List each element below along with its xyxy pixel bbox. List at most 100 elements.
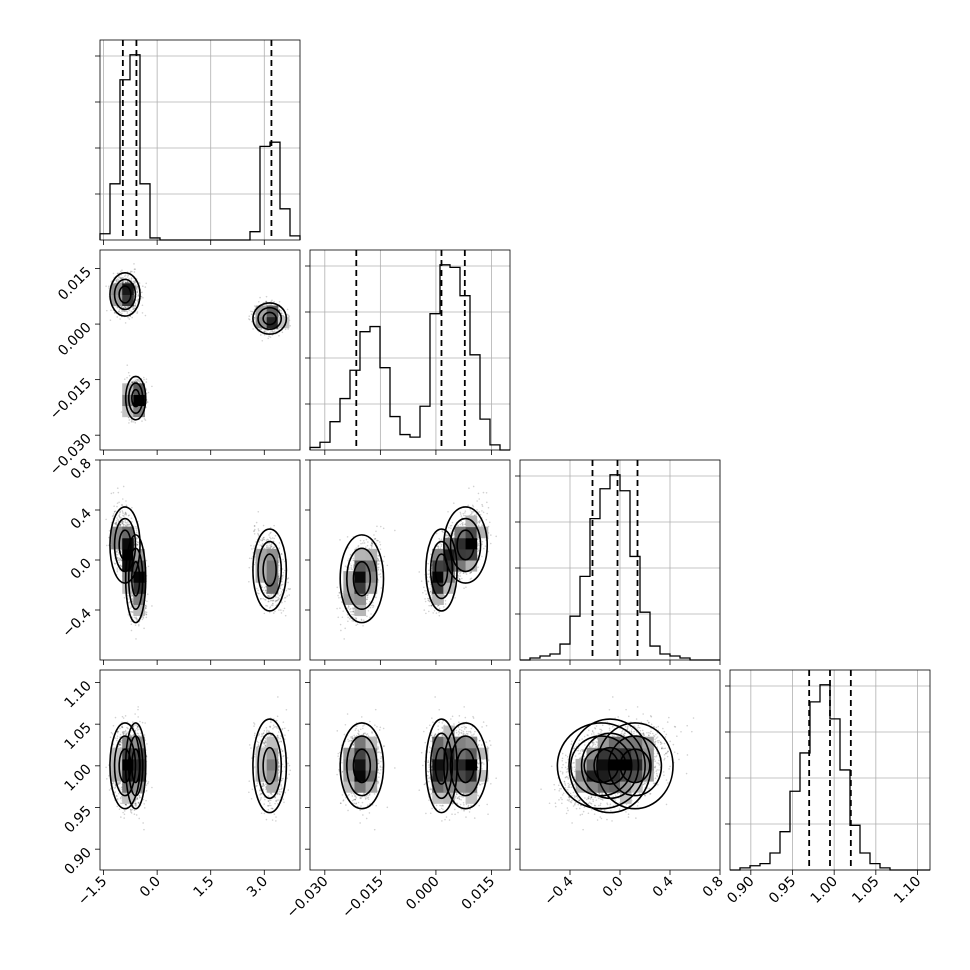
sample-point bbox=[257, 533, 260, 536]
sample-point bbox=[286, 595, 288, 597]
sample-point bbox=[130, 278, 133, 280]
panel-frame bbox=[99, 39, 301, 241]
sample-point bbox=[127, 281, 130, 284]
sample-point bbox=[116, 569, 119, 571]
sample-point bbox=[121, 306, 124, 309]
sample-point bbox=[281, 583, 284, 586]
sample-point bbox=[263, 586, 266, 589]
sample-point bbox=[287, 581, 289, 584]
sample-point bbox=[267, 545, 269, 547]
sample-point bbox=[145, 605, 148, 608]
sample-point bbox=[265, 300, 267, 303]
sample-point bbox=[135, 525, 137, 528]
sample-point bbox=[136, 541, 139, 543]
sample-point bbox=[144, 611, 147, 613]
sample-point bbox=[276, 599, 279, 602]
sample-point bbox=[110, 309, 112, 311]
sample-point bbox=[277, 561, 280, 563]
sample-point bbox=[258, 592, 260, 595]
sample-point bbox=[131, 610, 134, 613]
sample-point bbox=[122, 524, 125, 526]
sample-point bbox=[118, 515, 121, 518]
sample-point bbox=[125, 500, 127, 502]
sample-point bbox=[253, 563, 256, 566]
sample-point bbox=[123, 275, 126, 277]
sample-point bbox=[263, 329, 266, 331]
sample-point bbox=[274, 534, 277, 537]
sample-point bbox=[126, 364, 129, 366]
sample-point bbox=[119, 524, 121, 527]
sample-point bbox=[270, 531, 272, 534]
y-tick-label: 0.015 bbox=[55, 264, 95, 304]
sample-point bbox=[119, 277, 121, 279]
sample-point bbox=[127, 613, 130, 616]
sample-point bbox=[250, 310, 252, 313]
sample-point bbox=[282, 576, 284, 578]
sample-point bbox=[288, 594, 291, 596]
sample-point bbox=[261, 542, 264, 545]
sample-point bbox=[281, 568, 284, 570]
sample-point bbox=[283, 597, 286, 599]
contour-level bbox=[262, 311, 277, 326]
sample-point bbox=[113, 510, 116, 513]
sample-point bbox=[129, 607, 131, 610]
sample-point bbox=[136, 311, 139, 313]
density-cell bbox=[255, 316, 268, 329]
sample-point bbox=[118, 276, 120, 279]
sample-point bbox=[136, 618, 138, 620]
sample-point bbox=[248, 580, 250, 583]
sample-point bbox=[115, 521, 117, 524]
sample-point bbox=[265, 330, 267, 332]
sample-point bbox=[278, 300, 281, 303]
sample-point bbox=[257, 510, 260, 513]
sample-point bbox=[282, 574, 284, 576]
sample-point bbox=[128, 524, 130, 526]
sample-point bbox=[280, 553, 283, 555]
sample-point bbox=[133, 263, 135, 265]
sample-point bbox=[135, 618, 138, 620]
sample-point bbox=[264, 590, 267, 592]
sample-point bbox=[117, 558, 119, 561]
sample-point bbox=[124, 511, 127, 514]
sample-point bbox=[286, 308, 289, 311]
sample-point bbox=[265, 546, 268, 548]
sample-point bbox=[116, 553, 119, 556]
sample-point bbox=[105, 285, 107, 288]
sample-point bbox=[271, 537, 274, 539]
sample-point bbox=[253, 532, 256, 535]
sample-point bbox=[127, 416, 130, 419]
sample-point bbox=[119, 564, 121, 566]
sample-point bbox=[122, 281, 124, 283]
sample-point bbox=[145, 389, 148, 391]
sample-point bbox=[119, 277, 122, 279]
sample-point bbox=[120, 517, 123, 519]
sample-point bbox=[134, 381, 136, 383]
sample-point bbox=[287, 314, 290, 316]
sample-point bbox=[125, 310, 128, 313]
sample-point bbox=[131, 419, 133, 422]
sample-point bbox=[131, 381, 134, 383]
sample-point bbox=[270, 330, 272, 332]
sample-point bbox=[126, 523, 128, 526]
sample-point bbox=[278, 578, 281, 580]
sample-point bbox=[272, 331, 275, 333]
sample-point bbox=[133, 268, 136, 271]
sample-point bbox=[261, 544, 263, 546]
sample-point bbox=[280, 312, 283, 315]
sample-point bbox=[272, 599, 274, 602]
sample-point bbox=[269, 546, 272, 549]
sample-point bbox=[261, 539, 263, 542]
sample-point bbox=[131, 270, 133, 273]
sample-point bbox=[121, 503, 123, 506]
sample-point bbox=[258, 529, 260, 532]
sample-point bbox=[133, 283, 136, 286]
sample-point bbox=[272, 593, 275, 596]
sample-point bbox=[119, 517, 121, 519]
sample-point bbox=[112, 514, 115, 517]
sample-point bbox=[272, 547, 274, 550]
density-cell bbox=[122, 283, 134, 295]
sample-point bbox=[276, 599, 278, 602]
sample-point bbox=[145, 611, 148, 614]
sample-point bbox=[275, 596, 277, 598]
sample-point bbox=[108, 285, 110, 288]
